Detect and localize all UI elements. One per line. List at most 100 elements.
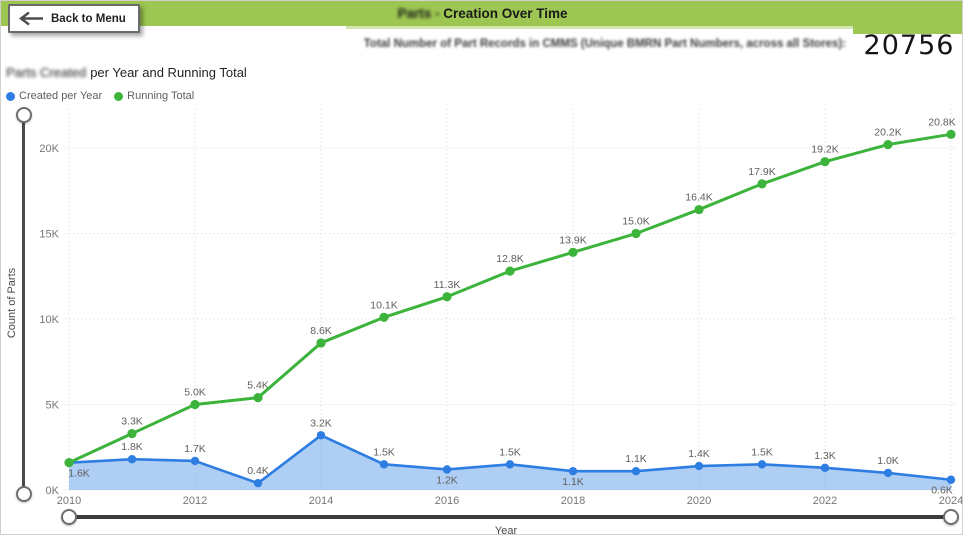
svg-text:10K: 10K (39, 314, 59, 326)
chart-title-text: per Year and Running Total (90, 65, 247, 80)
legend-dot-icon (6, 91, 15, 101)
gridlines (65, 109, 957, 491)
svg-text:5.4K: 5.4K (247, 380, 269, 392)
data-point-marker[interactable] (946, 129, 956, 139)
svg-text:8.6K: 8.6K (310, 325, 332, 337)
back-to-menu-label: Back to Menu (51, 12, 126, 25)
svg-text:5.0K: 5.0K (184, 387, 206, 399)
legend-item-running-total[interactable]: Running Total (114, 90, 194, 102)
svg-text:1.1K: 1.1K (562, 476, 584, 488)
svg-text:13.9K: 13.9K (559, 234, 586, 246)
svg-text:1.4K: 1.4K (688, 448, 710, 460)
data-point-marker[interactable] (568, 466, 578, 476)
series-line (68, 132, 952, 465)
data-point-marker[interactable] (316, 431, 326, 440)
header-bar: Parts - Creation Over Time (1, 1, 962, 26)
data-point-marker[interactable] (442, 465, 452, 474)
data-point-marker[interactable] (253, 478, 263, 488)
svg-text:1.3K: 1.3K (814, 450, 836, 462)
series-running-total (64, 129, 956, 468)
data-point-marker[interactable] (442, 292, 452, 302)
data-point-marker[interactable] (694, 204, 704, 215)
svg-text:5K: 5K (46, 400, 60, 412)
data-point-marker[interactable] (568, 247, 578, 257)
data-point-marker[interactable] (631, 466, 641, 476)
x-zoom-slider-handle-right[interactable] (943, 509, 959, 525)
data-point-marker[interactable] (379, 460, 389, 469)
data-point-marker[interactable] (883, 468, 893, 478)
data-point-marker[interactable] (379, 312, 389, 322)
y-zoom-slider-handle-bottom[interactable] (16, 486, 32, 502)
svg-text:1.5K: 1.5K (499, 446, 521, 458)
legend-dot-icon (114, 91, 124, 101)
chart-title-redacted-segment: Parts Created (6, 65, 87, 80)
legend-label: Running Total (127, 90, 195, 102)
y-zoom-slider-handle-top[interactable] (16, 107, 32, 123)
svg-text:15.0K: 15.0K (622, 216, 649, 228)
back-arrow-icon (18, 11, 44, 26)
svg-text:17.9K: 17.9K (748, 166, 775, 178)
legend-item-created-per-year[interactable]: Created per Year (6, 90, 102, 102)
svg-text:20K: 20K (39, 143, 59, 155)
svg-text:2014: 2014 (309, 495, 333, 507)
svg-text:0K: 0K (46, 485, 60, 497)
svg-text:1.5K: 1.5K (751, 446, 773, 458)
kpi-value: 20756 (863, 30, 955, 61)
kpi-label: Total Number of Part Records in CMMS (Un… (363, 38, 846, 50)
series-created-per-year (64, 431, 956, 490)
page-title-redacted-segment: Parts - (397, 6, 440, 21)
data-point-marker[interactable] (946, 475, 956, 484)
data-point-marker[interactable] (505, 266, 515, 276)
page-title: Parts - Creation Over Time (397, 6, 567, 21)
svg-text:1.2K: 1.2K (436, 474, 458, 486)
data-point-marker[interactable] (883, 139, 893, 150)
svg-text:1.7K: 1.7K (184, 443, 206, 455)
svg-text:10.1K: 10.1K (370, 299, 397, 311)
x-zoom-slider-track[interactable] (69, 515, 951, 519)
svg-text:2012: 2012 (183, 495, 207, 507)
svg-text:2010: 2010 (57, 495, 81, 507)
back-to-menu-button[interactable]: Back to Menu (8, 4, 140, 33)
svg-text:0.4K: 0.4K (247, 465, 269, 477)
svg-text:20.8K: 20.8K (928, 116, 955, 128)
svg-text:2016: 2016 (435, 495, 459, 507)
data-point-marker[interactable] (694, 461, 704, 471)
data-point-marker[interactable] (505, 460, 515, 469)
data-point-marker[interactable] (64, 458, 74, 468)
svg-text:2022: 2022 (813, 495, 837, 507)
data-point-marker[interactable] (253, 393, 263, 403)
data-point-marker[interactable] (127, 428, 137, 439)
svg-text:20.2K: 20.2K (874, 127, 901, 139)
data-point-marker[interactable] (820, 157, 830, 167)
data-labels-running-total: 3.3K 5.0K 5.4K 8.6K 10.1K 11.3K 12.8K 13.9K 15.0… (121, 116, 956, 427)
svg-text:19.2K: 19.2K (811, 144, 838, 156)
svg-text:15K: 15K (39, 229, 59, 241)
data-labels-created-per-year: 1.6K 1.8K 1.7K 0.4K 3.2K 1.5K 1.2K 1.5K 1.1K 1.1K… (68, 417, 953, 496)
data-point-marker[interactable] (190, 399, 200, 410)
x-axis-title: Year (494, 525, 518, 535)
data-point-marker[interactable] (631, 228, 641, 239)
svg-text:3.2K: 3.2K (310, 417, 332, 429)
data-point-marker[interactable] (757, 460, 767, 469)
page-title-text: Creation Over Time (443, 6, 568, 21)
svg-text:1.8K: 1.8K (121, 441, 143, 453)
chart-title: Parts Created per Year and Running Total (6, 65, 247, 80)
data-point-marker[interactable] (757, 179, 767, 189)
axis-tick-labels: 2010 2012 2014 2016 2018 2020 2022 2024 0K 5K 10K 1… (39, 143, 962, 507)
data-point-marker[interactable] (316, 338, 326, 348)
svg-text:1.5K: 1.5K (373, 446, 395, 458)
svg-text:1.1K: 1.1K (625, 453, 647, 465)
data-point-marker[interactable] (127, 455, 137, 464)
data-point-marker[interactable] (190, 456, 200, 466)
data-point-marker[interactable] (820, 463, 830, 472)
svg-text:2020: 2020 (687, 495, 711, 507)
area-fill (69, 435, 951, 490)
svg-text:1.0K: 1.0K (877, 455, 899, 467)
chart-legend: Created per Year Running Total (6, 90, 194, 102)
legend-label: Created per Year (19, 90, 103, 102)
x-zoom-slider-handle-left[interactable] (61, 509, 77, 525)
header-accent-strip (346, 26, 856, 29)
y-zoom-slider-track[interactable] (22, 115, 25, 494)
